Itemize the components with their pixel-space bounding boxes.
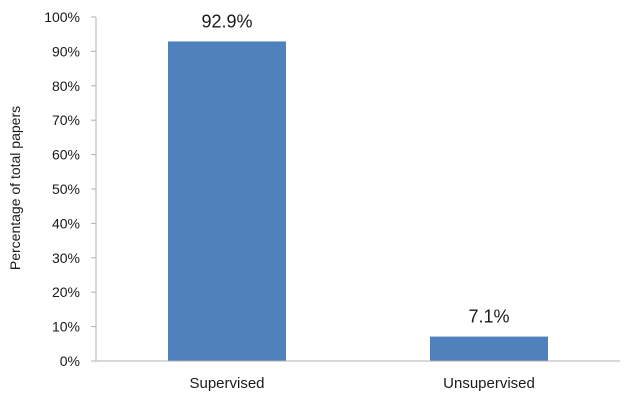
y-tick-label: 20% [52,284,80,300]
bars [168,41,548,361]
y-tick-label: 0% [60,353,80,369]
bar-unsupervised [430,336,548,361]
y-axis-title: Percentage of total papers [7,106,23,270]
y-tick-label: 10% [52,319,80,335]
y-tick-label: 70% [52,112,80,128]
y-tick-label: 100% [44,9,80,25]
bar-supervised [168,41,286,361]
y-tick-label: 50% [52,181,80,197]
y-tick-label: 40% [52,215,80,231]
x-category-label: Supervised [189,375,264,392]
y-axis-ticks: 0% 10% 20% 30% 40% 50% 60% 70% 80% 90% 100% [44,9,96,369]
y-tick-label: 80% [52,78,80,94]
y-tick-label: 30% [52,250,80,266]
data-labels: 92.9% 7.1% [201,11,509,326]
y-tick-label: 60% [52,147,80,163]
x-category-label: Unsupervised [443,375,535,392]
data-label: 7.1% [468,307,509,327]
data-label: 92.9% [201,11,252,31]
category-labels: Supervised Unsupervised [189,375,534,392]
y-tick-label: 90% [52,43,80,59]
